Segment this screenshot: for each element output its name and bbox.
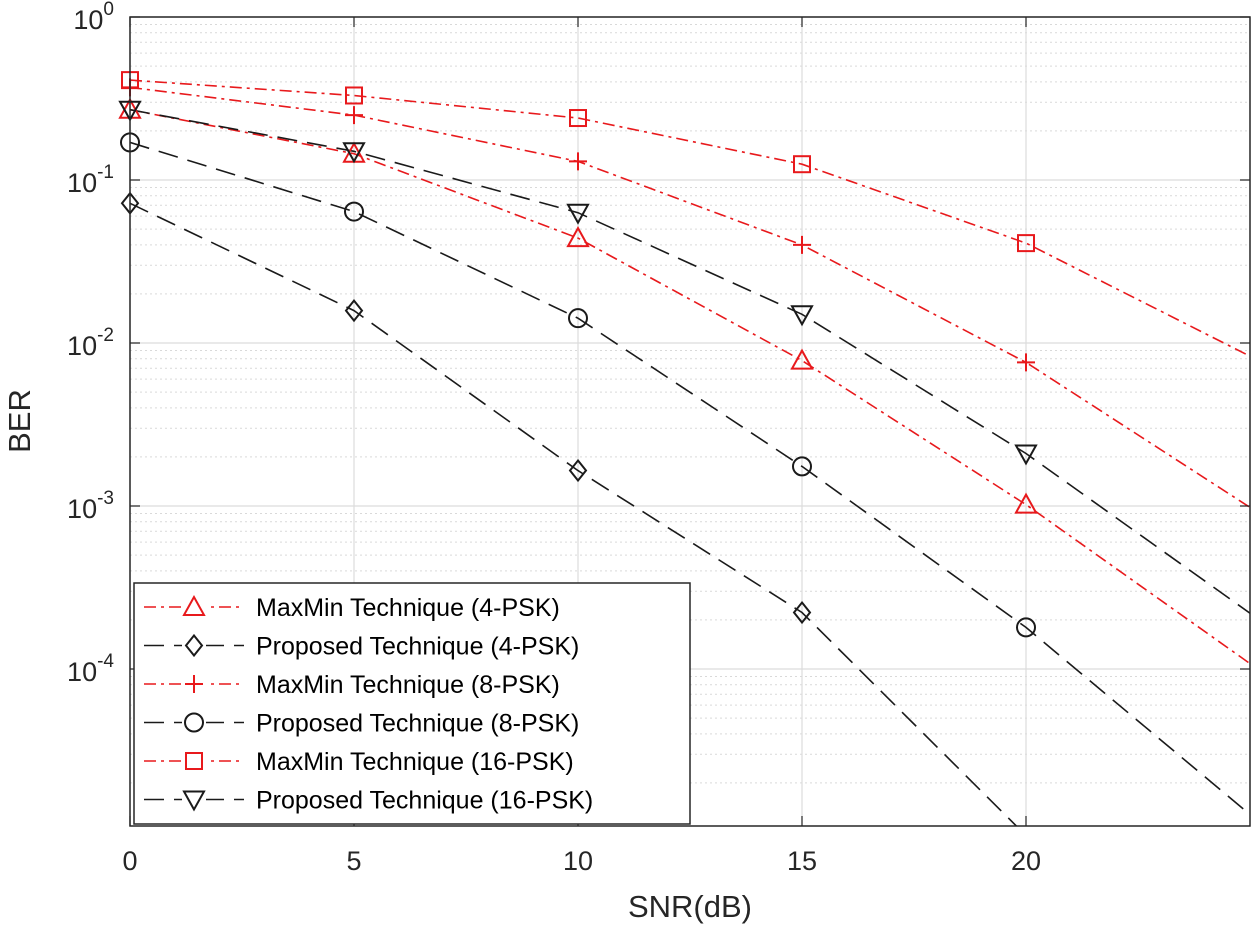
series-3-point (793, 235, 811, 254)
legend-marker-6 (182, 790, 206, 812)
series-1-point (566, 226, 590, 248)
legend-marker-5 (185, 752, 203, 770)
legend-label-2: Proposed Technique (4-PSK) (256, 633, 579, 661)
series-2-point (344, 299, 364, 323)
series-5-point (793, 155, 811, 174)
series-line-4 (130, 141, 1250, 816)
legend-label-6: Proposed Technique (16-PSK) (256, 787, 593, 815)
legend-label-1: MaxMin Technique (4-PSK) (256, 594, 560, 622)
legend-marker-3 (185, 675, 203, 693)
series-3-point (569, 152, 587, 171)
series-markers (118, 71, 1038, 638)
legend-box (133, 582, 691, 825)
series-5-point (1017, 234, 1035, 253)
series-6-point (566, 203, 590, 225)
series-4-point (792, 456, 812, 477)
series-4-point (1016, 617, 1036, 638)
y-tick-label: 10-1 (67, 162, 114, 198)
x-axis-ticks: 0 5 10 15 20 (122, 17, 1041, 876)
y-axis-ticks: 100 10-1 10-2 10-3 10-4 (67, 0, 1250, 687)
series-lines (130, 79, 1250, 826)
series-1-point (1014, 492, 1038, 514)
series-3-point (1017, 353, 1035, 372)
legend-label-3: MaxMin Technique (8-PSK) (256, 671, 560, 699)
series-5-point (569, 109, 587, 128)
y-tick-label: 100 (73, 0, 114, 35)
series-3-point (345, 106, 363, 125)
x-tick-label: 15 (787, 846, 817, 876)
series-line-5 (130, 79, 1250, 357)
legend: MaxMin Technique (4-PSK) Proposed Techniq… (133, 582, 691, 825)
x-tick-label: 20 (1011, 846, 1041, 876)
x-axis-label: SNR(dB) (628, 889, 752, 924)
x-tick-label: 5 (346, 846, 361, 876)
series-line-2 (130, 202, 1018, 826)
series-line-6 (130, 108, 1250, 614)
legend-marker-2 (184, 633, 204, 658)
series-5-point (345, 86, 363, 105)
series-4-point (568, 308, 588, 329)
plot-frame (129, 16, 1251, 827)
x-tick-label: 10 (563, 846, 593, 876)
legend-label-5: MaxMin Technique (16-PSK) (256, 748, 574, 776)
y-tick-label: 10-4 (67, 651, 114, 687)
y-tick-label: 10-2 (67, 325, 114, 361)
series-6-point (342, 142, 366, 164)
series-4-point (344, 201, 364, 222)
legend-marker-4 (184, 712, 204, 733)
legend-marker-1 (182, 594, 206, 616)
x-tick-label: 0 (122, 846, 137, 876)
series-6-point (1014, 444, 1038, 466)
legend-label-4: Proposed Technique (8-PSK) (256, 710, 579, 738)
y-tick-label: 10-3 (67, 488, 114, 524)
series-line-1 (130, 108, 1250, 665)
series-6-point (790, 305, 814, 327)
series-2-point (568, 458, 588, 483)
y-axis-label: BER (2, 389, 37, 453)
series-1-point (790, 348, 814, 370)
series-2-point (792, 600, 812, 625)
